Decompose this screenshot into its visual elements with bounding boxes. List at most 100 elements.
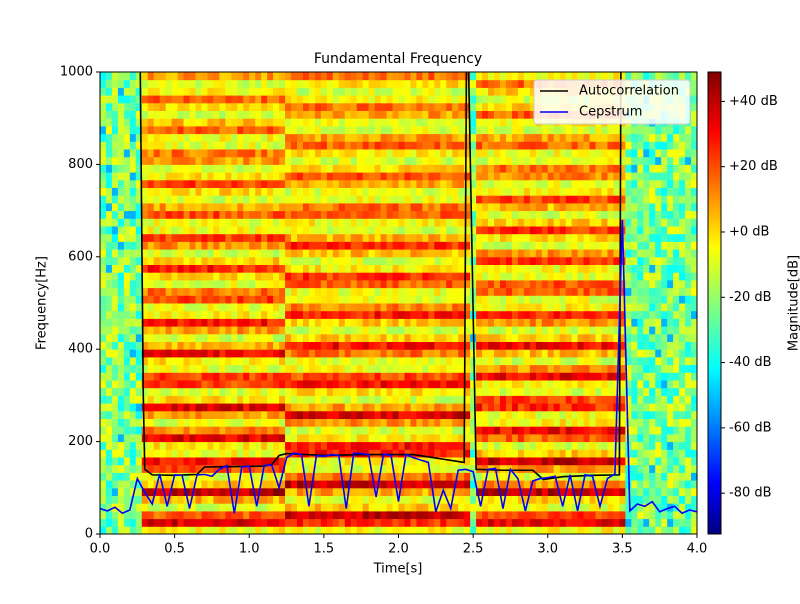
spectrogram-cell: [446, 210, 453, 219]
spectrogram-cell: [273, 395, 280, 404]
spectrogram-cell: [159, 102, 167, 111]
spectrogram-cell: [332, 364, 340, 373]
spectrogram-cell: [237, 303, 244, 312]
spectrogram-cell: [267, 503, 274, 512]
spectrogram-cell: [476, 202, 483, 212]
spectrogram-cell: [237, 133, 244, 142]
spectrogram-cell: [237, 141, 244, 150]
spectrogram-cell: [446, 241, 453, 250]
spectrogram-cell: [499, 426, 507, 435]
spectrogram-cell: [416, 179, 423, 188]
spectrogram-cell: [571, 125, 579, 135]
spectrogram-cell: [105, 364, 113, 373]
spectrogram-cell: [517, 364, 525, 373]
spectrogram-cell: [314, 356, 322, 366]
spectrogram-cell: [273, 510, 280, 520]
spectrogram-cell: [571, 272, 579, 281]
spectrogram-cell: [159, 318, 167, 327]
spectrogram-cell: [422, 187, 429, 196]
spectrogram-cell: [553, 195, 561, 204]
spectrogram-cell: [297, 303, 304, 312]
spectrogram-cell: [129, 79, 137, 88]
spectrogram-cell: [201, 364, 208, 373]
spectrogram-cell: [356, 279, 364, 289]
spectrogram-cell: [458, 226, 465, 235]
spectrogram-cell: [517, 172, 525, 181]
spectrogram-cell: [535, 133, 543, 142]
spectrogram-cell: [374, 487, 382, 496]
spectrogram-cell: [482, 395, 489, 404]
spectrogram-cell: [332, 226, 340, 235]
spectrogram-cell: [255, 472, 262, 481]
spectrogram-cell: [368, 102, 376, 111]
spectrogram-cell: [511, 303, 519, 312]
spectrogram-cell: [446, 272, 453, 281]
spectrogram-cell: [147, 241, 155, 250]
spectrogram-cell: [488, 172, 495, 181]
spectrogram-cell: [117, 372, 125, 381]
spectrogram-cell: [332, 341, 340, 350]
spectrogram-cell: [285, 326, 292, 335]
spectrogram-cell: [380, 279, 388, 289]
spectrogram-cell: [291, 195, 298, 204]
spectrogram-cell: [494, 118, 501, 127]
spectrogram-cell: [446, 333, 453, 342]
spectrogram-cell: [189, 241, 197, 250]
spectrogram-cell: [392, 403, 399, 412]
spectrogram-cell: [183, 403, 191, 412]
spectrogram-cell: [320, 341, 328, 350]
spectrogram-cell: [135, 195, 143, 204]
spectrogram-cell: [291, 418, 298, 427]
spectrogram-cell: [494, 464, 501, 473]
spectrogram-cell: [416, 295, 423, 304]
spectrogram-cell: [201, 341, 208, 350]
spectrogram-cell: [422, 318, 429, 327]
spectrogram-cell: [428, 118, 435, 127]
spectrogram-cell: [141, 95, 149, 104]
spectrogram-cell: [225, 495, 232, 504]
spectrogram-cell: [517, 380, 525, 389]
spectrogram-cell: [225, 156, 232, 165]
spectrogram-cell: [285, 518, 292, 527]
spectrogram-cell: [165, 279, 173, 289]
spectrogram-cell: [141, 87, 149, 96]
spectrogram-cell: [577, 403, 585, 412]
spectrogram-cell: [338, 503, 346, 512]
spectrogram-cell: [422, 441, 429, 450]
spectrogram-cell: [499, 326, 507, 335]
spectrogram-cell: [374, 187, 382, 196]
spectrogram-cell: [571, 141, 579, 150]
spectrogram-cell: [255, 249, 262, 258]
spectrogram-cell: [458, 187, 465, 196]
spectrogram-cell: [249, 156, 256, 165]
spectrogram-cell: [577, 387, 585, 396]
spectrogram-cell: [237, 441, 244, 450]
spectrogram-cell: [482, 356, 489, 366]
spectrogram-cell: [189, 226, 197, 235]
spectrogram-cell: [386, 487, 394, 496]
spectrogram-cell: [499, 395, 507, 404]
spectrogram-cell: [344, 503, 352, 512]
spectrogram-cell: [159, 164, 167, 173]
spectrogram-cell: [279, 341, 286, 350]
spectrogram-cell: [279, 318, 286, 327]
spectrogram-cell: [189, 387, 197, 396]
spectrogram-cell: [362, 256, 370, 265]
spectrogram-cell: [517, 279, 525, 289]
spectrogram-cell: [440, 287, 447, 296]
spectrogram-cell: [189, 395, 197, 404]
spectrogram-cell: [213, 526, 220, 534]
spectrogram-cell: [505, 449, 513, 458]
spectrogram-cell: [499, 256, 507, 265]
spectrogram-cell: [440, 156, 447, 165]
spectrogram-cell: [499, 272, 507, 281]
spectrogram-cell: [452, 102, 459, 111]
spectrogram-cell: [470, 218, 477, 227]
spectrogram-cell: [225, 441, 232, 450]
spectrogram-cell: [111, 472, 119, 481]
spectrogram-cell: [105, 87, 113, 96]
spectrogram-cell: [338, 95, 346, 104]
spectrogram-cell: [338, 249, 346, 258]
spectrogram-cell: [105, 387, 113, 396]
spectrogram-cell: [273, 333, 280, 342]
